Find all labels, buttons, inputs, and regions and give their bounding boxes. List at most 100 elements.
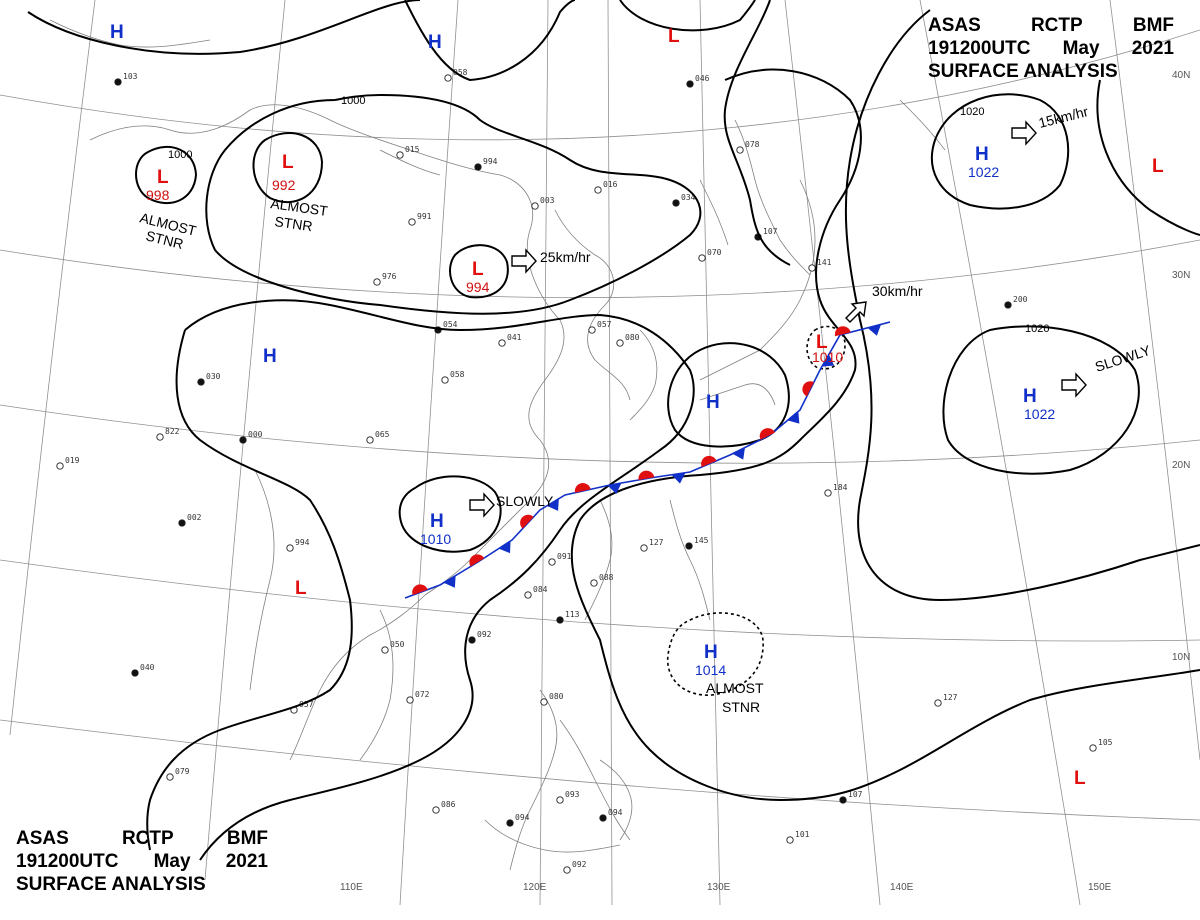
meridian: [9, 0, 96, 736]
cold-front-triangle: [498, 540, 511, 554]
fronts: [404, 321, 891, 599]
station-pressure: 058: [453, 68, 468, 77]
low-center-marker: L: [1074, 768, 1086, 789]
movement-label: 30km/hr: [872, 283, 923, 299]
coastline: [484, 819, 621, 853]
parallel: [0, 29, 1200, 141]
station-plot: 040: [131, 663, 155, 677]
station-circle: [444, 74, 452, 82]
low-center-marker: L: [472, 259, 484, 280]
stationary-note-line1: ALMOST: [706, 680, 764, 696]
station-plot: 145: [685, 536, 709, 550]
high-pressure-value: 1014: [695, 662, 726, 678]
isobar-east-big: [844, 9, 1200, 602]
coastline: [734, 119, 811, 276]
title-line-1: ASAS RCTP BMF: [928, 14, 1174, 37]
low-pressure-value: 994: [466, 279, 490, 295]
high-center-marker: H: [428, 32, 442, 53]
station-pressure: 113: [565, 610, 580, 619]
station-circle: [540, 698, 548, 706]
station-pressure: 088: [599, 573, 614, 582]
station-plot: 078: [736, 140, 760, 154]
station-plot: 058: [444, 68, 468, 82]
station-plot: 080: [616, 333, 640, 347]
station-pressure: 991: [417, 212, 432, 221]
title-block-bottom-left: ASAS RCTP BMF 191200UTC May 2021 SURFACE…: [16, 827, 268, 896]
station-pressure: 107: [763, 227, 778, 236]
movement-labels: 25km/hr 30km/hr 15km/hr SLOWLY SLOWLY: [496, 103, 1153, 509]
station-pressure: 091: [557, 552, 572, 561]
high-pressure-value: 1010: [420, 531, 451, 547]
station-plot: 094: [506, 813, 530, 827]
meridian: [784, 0, 881, 906]
title-code: BMF: [1132, 15, 1174, 36]
station-circle: [556, 616, 564, 624]
isobar-top-center: [404, 0, 576, 82]
coastline: [699, 383, 776, 406]
coastline: [89, 104, 565, 596]
dashed-isobars: [667, 325, 846, 696]
station-pressure: 065: [375, 430, 390, 439]
title-block-top-right: ASAS RCTP BMF 191200UTC May 2021 SURFACE…: [928, 14, 1174, 83]
isobar-low-994: [449, 244, 509, 299]
isobar-upper-right: [723, 0, 791, 266]
high-center-marker: H: [110, 22, 124, 43]
station-pressure: 034: [681, 193, 696, 202]
title-code: BMF: [226, 828, 268, 849]
high-pressure-value: 1022: [1024, 406, 1055, 422]
station-circle: [166, 773, 174, 781]
station-circle: [616, 339, 624, 347]
coastline: [554, 209, 631, 401]
station-circle: [506, 819, 514, 827]
station-circle: [114, 78, 122, 86]
station-plot: 141: [808, 258, 832, 272]
title-station: RCTP: [121, 828, 174, 849]
high-center-marker: H: [706, 392, 720, 413]
station-circle: [672, 199, 680, 207]
latitude-label: 10N: [1172, 652, 1190, 663]
title-year: 2021: [225, 851, 268, 872]
warm-front-semicircle: [759, 428, 775, 440]
stationary-notes: ALMOST STNR ALMOST STNR ALMOST STNR: [138, 195, 764, 715]
warm-front-semicircle: [638, 470, 655, 480]
parallel: [0, 404, 1200, 464]
station-plot: 046: [686, 74, 710, 88]
station-plot: 072: [406, 690, 430, 704]
coastline: [359, 609, 394, 761]
station-plot: 070: [698, 248, 722, 262]
movement-label: 25km/hr: [540, 249, 591, 265]
station-circle: [808, 264, 816, 272]
station-plot: 127: [640, 538, 664, 552]
longitude-label: 120E: [523, 882, 547, 893]
station-pressure: 002: [187, 513, 202, 522]
parallel: [0, 239, 1200, 298]
coastline: [699, 179, 816, 381]
station-plot: 113: [556, 610, 580, 624]
station-plot: 127: [934, 693, 958, 707]
station-pressure: 054: [443, 320, 458, 329]
station-pressure: 184: [833, 483, 848, 492]
station-pressure: 084: [533, 585, 548, 594]
station-circle: [588, 326, 596, 334]
station-plot: 093: [556, 790, 580, 804]
station-pressure: 994: [483, 157, 498, 166]
motion-arrow-4: [469, 492, 495, 518]
station-pressure: 107: [848, 790, 863, 799]
motion-arrow-5: [1061, 372, 1087, 398]
station-circle: [286, 544, 294, 552]
cold-front-triangle: [867, 324, 882, 336]
station-plot: 002: [178, 513, 202, 527]
station-plot: 058: [441, 370, 465, 384]
station-circle: [824, 489, 832, 497]
station-circle: [698, 254, 706, 262]
cold-front-triangle: [443, 575, 456, 588]
station-pressure: 040: [140, 663, 155, 672]
low-center-marker: L: [157, 167, 169, 188]
low-center-marker: L: [295, 578, 307, 599]
station-plot: 091: [548, 552, 572, 566]
station-pressure: 041: [507, 333, 522, 342]
station-plot: 065: [366, 430, 390, 444]
station-pressure: 994: [295, 538, 310, 547]
pressure-systems: H H L 998 L 992 L 994 H H 1010 L H H 101…: [110, 22, 1164, 789]
